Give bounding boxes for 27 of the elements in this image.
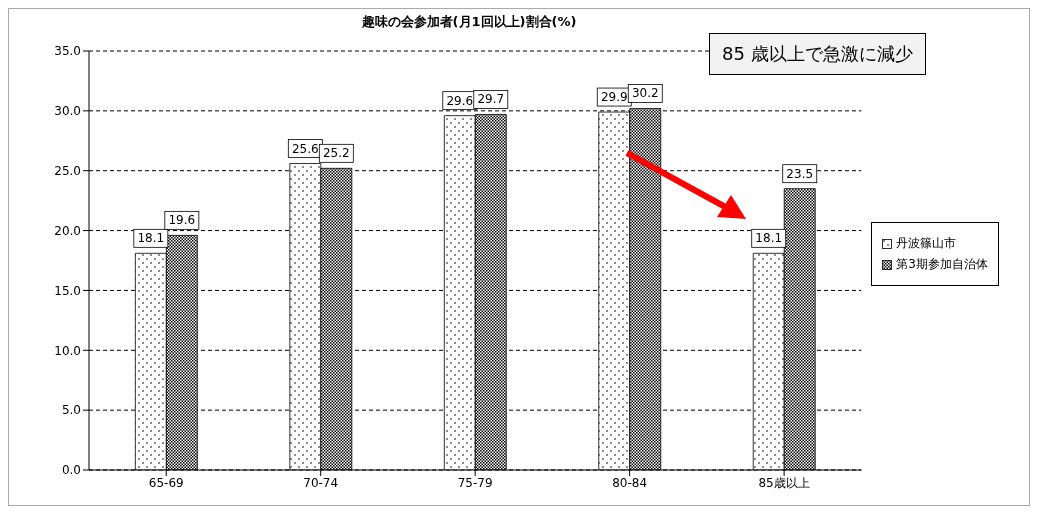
data-label: 18.1 [755,231,783,246]
y-tick-label: 20.0 [54,223,81,238]
y-tick-label: 0.0 [61,463,81,478]
x-tick-label: 65-69 [148,475,184,490]
y-tick-label: 25.0 [54,163,81,178]
annotation: 85 歳以上で急激に減少 [709,33,926,75]
x-tick-label: 80-84 [612,475,648,490]
data-label: 29.6 [446,93,474,108]
chart-title: 趣味の会参加者(月1回以上)割合(%) [360,13,578,31]
y-tick-label: 5.0 [61,403,81,418]
x-tick-label: 75-79 [457,475,493,490]
data-label: 29.9 [600,90,628,105]
y-tick-label: 10.0 [54,343,81,358]
data-label: 30.2 [631,86,659,101]
data-label: 25.6 [291,141,319,156]
legend-label: 丹波篠山市 [896,235,957,252]
x-tick-label: 70-74 [303,475,339,490]
data-label: 29.7 [477,92,505,107]
data-label: 18.1 [137,231,165,246]
x-tick-label: 85歳以上 [758,475,810,490]
y-tick-label: 35.0 [54,44,81,59]
data-label: 25.2 [322,146,350,161]
y-tick-label: 15.0 [54,283,81,298]
y-tick-label: 30.0 [54,104,81,119]
data-label: 23.5 [786,166,814,181]
data-label: 19.6 [168,213,196,228]
legend-label: 第3期参加自治体 [896,256,988,273]
